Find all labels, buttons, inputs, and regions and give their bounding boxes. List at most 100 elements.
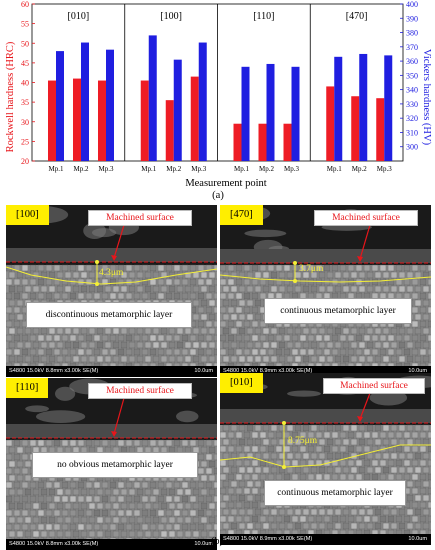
grain-cell — [251, 264, 259, 272]
grain-cell — [422, 424, 430, 432]
grain-cell — [355, 431, 363, 439]
grain-cell — [243, 501, 251, 509]
grain-cell — [85, 509, 93, 517]
layer-description: continuous metamorphic layer — [264, 480, 406, 506]
grain-cell — [227, 348, 235, 356]
grain-cell — [411, 334, 419, 342]
grain-cell — [379, 459, 387, 467]
bar-hrc — [258, 123, 267, 161]
grain-cell — [371, 334, 379, 342]
grain-cell — [363, 278, 371, 286]
grain-cell — [6, 278, 13, 286]
grain-cell — [267, 445, 275, 453]
grain-cell — [205, 334, 213, 342]
grain-cell — [32, 530, 40, 538]
grain-cell — [6, 334, 13, 342]
grain-cell — [390, 271, 398, 279]
grain-cell — [334, 508, 342, 516]
grain-cell — [128, 502, 136, 510]
grain-cell — [16, 530, 24, 538]
machined-surface-label: Machined surface — [323, 378, 425, 394]
grain-cell — [152, 271, 160, 279]
grain-cell — [32, 327, 40, 335]
grain-cell — [109, 509, 117, 517]
y-tick-label-right: 370 — [406, 43, 418, 52]
grain-cell — [61, 481, 69, 489]
grain-cell — [238, 299, 246, 307]
grain-cell — [302, 466, 310, 474]
grain-cell — [267, 264, 275, 272]
grain-cell — [371, 278, 379, 286]
grain-cell — [69, 495, 77, 503]
grain-cell — [366, 438, 374, 446]
x-tick-label: Mp.2 — [352, 165, 367, 173]
grain-cell — [96, 502, 104, 510]
grain-cell — [120, 355, 128, 363]
grain-cell — [414, 466, 422, 474]
grain-cell — [427, 529, 431, 537]
grain-cell — [192, 271, 200, 279]
grain-cell — [411, 306, 419, 314]
grain-cell — [208, 488, 216, 496]
grain-cell — [160, 355, 168, 363]
grain-cell — [318, 522, 326, 530]
grain-cell — [168, 327, 176, 335]
grain-cell — [286, 508, 294, 516]
grain-cell — [235, 306, 243, 314]
grain-cell — [355, 348, 363, 356]
grain-cell — [208, 355, 216, 363]
grain-cell — [149, 481, 157, 489]
y-tick-label-left: 35 — [21, 98, 29, 107]
grain-cell — [427, 445, 431, 453]
grain-cell — [382, 452, 390, 460]
grain-cell — [414, 285, 422, 293]
grain-cell — [227, 501, 235, 509]
grain-cell — [72, 271, 80, 279]
grain-cell — [208, 313, 216, 321]
grain-cell — [238, 508, 246, 516]
grain-cell — [13, 334, 21, 342]
grain-cell — [262, 424, 270, 432]
grain-cell — [251, 515, 259, 523]
grain-cell — [350, 466, 358, 474]
grain-cell — [350, 285, 358, 293]
grain-cell — [56, 488, 64, 496]
grain-cell — [275, 278, 283, 286]
grain-cell — [189, 509, 197, 517]
grain-cell — [77, 523, 85, 531]
grain-cell — [254, 494, 262, 502]
grain-cell — [403, 264, 411, 272]
grain-cell — [358, 466, 366, 474]
grain-cell — [192, 355, 200, 363]
grain-cell — [299, 334, 307, 342]
grain-cell — [358, 285, 366, 293]
layer-description: discontinuous metamorphic layer — [26, 302, 192, 328]
grain-cell — [200, 516, 208, 524]
grain-cell — [184, 516, 192, 524]
grain-cell — [302, 424, 310, 432]
grain-cell — [379, 278, 387, 286]
grain-cell — [133, 509, 141, 517]
grain-cell — [173, 264, 181, 272]
surface-arrow-head — [111, 431, 117, 437]
grain-cell — [21, 453, 29, 461]
grain-cell — [213, 523, 217, 531]
grain-cell — [222, 355, 230, 363]
grain-cell — [40, 530, 48, 538]
panel-label: [010] — [68, 11, 90, 22]
grain-cell — [427, 459, 431, 467]
grain-cell — [200, 460, 208, 468]
grain-cell — [350, 424, 358, 432]
grain-cell — [64, 271, 72, 279]
grain-cell — [152, 530, 160, 538]
grain-cell — [350, 327, 358, 335]
grain-cell — [262, 466, 270, 474]
grain-cell — [133, 495, 141, 503]
grain-cell — [160, 271, 168, 279]
grain-cell — [310, 508, 318, 516]
y-tick-label-left: 50 — [21, 39, 29, 48]
grain-cell — [21, 278, 29, 286]
grain-cell — [136, 516, 144, 524]
grain-cell — [302, 355, 310, 363]
grain-cell — [227, 320, 235, 328]
